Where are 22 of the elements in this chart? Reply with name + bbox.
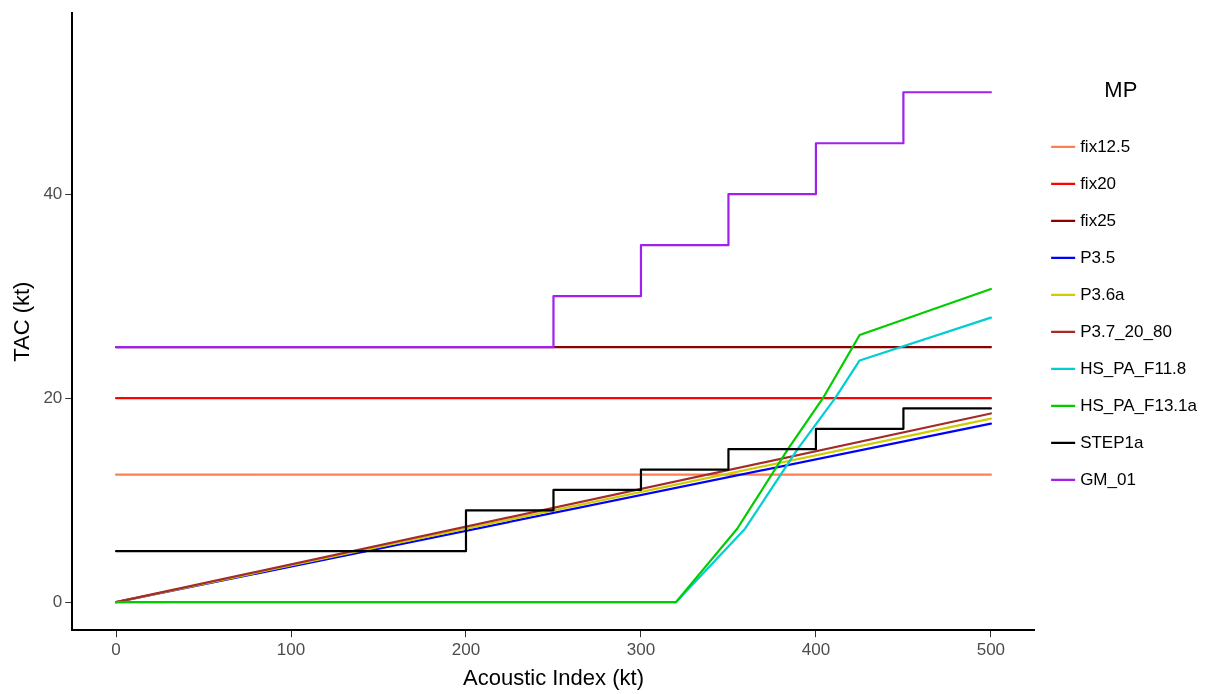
legend-label: STEP1a	[1080, 432, 1144, 452]
legend-label: fix25	[1080, 210, 1117, 230]
legend-label: P3.5	[1080, 247, 1116, 267]
legend-label: P3.7_20_80	[1080, 321, 1172, 341]
x-tick-label: 400	[801, 640, 831, 660]
x-axis-title: Acoustic Index (kt)	[462, 664, 644, 690]
y-tick-label: 40	[43, 183, 63, 203]
y-tick-label: 20	[43, 387, 63, 407]
y-tick-label: 0	[52, 591, 63, 611]
legend-title: MP	[1104, 77, 1138, 103]
x-tick-label: 100	[276, 640, 306, 660]
x-tick-label: 200	[451, 640, 481, 660]
legend-label: fix20	[1080, 173, 1117, 193]
y-axis-title: TAC (kt)	[9, 281, 35, 362]
x-tick-label: 300	[626, 640, 656, 660]
legend-label: fix12.5	[1080, 136, 1131, 156]
legend-label: HS_PA_F11.8	[1080, 358, 1187, 378]
legend-label: P3.6a	[1080, 284, 1126, 304]
x-tick-label: 500	[976, 640, 1006, 660]
legend-label: GM_01	[1080, 469, 1136, 489]
legend-label: HS_PA_F13.1a	[1080, 395, 1198, 415]
x-tick-label: 0	[111, 640, 121, 660]
